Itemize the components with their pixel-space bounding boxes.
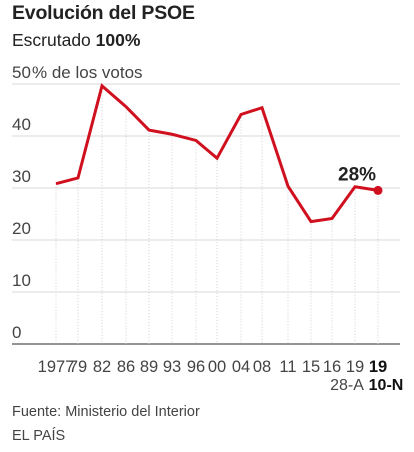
x-tick-label: 15: [302, 358, 320, 376]
publisher-name: EL PAÍS: [12, 428, 66, 444]
series-line: [55, 83, 379, 224]
x-tick-label: 00: [208, 358, 226, 376]
y-tick-label-50: 50: [12, 63, 31, 82]
x-tick-label: 79: [69, 358, 87, 376]
x-tick-label: 16: [323, 358, 341, 376]
count-percentage: 100%: [95, 30, 141, 50]
y-tick-label-20: 20: [12, 219, 31, 238]
x-tick-label: 86: [117, 358, 135, 376]
x-tick-label: 96: [187, 358, 205, 376]
count-status: Escrutado 100%: [12, 30, 140, 51]
source-note: Fuente: Ministerio del Interior: [12, 404, 200, 420]
x-tick-sublabel: 28-A: [330, 377, 364, 394]
y-tick-label-30: 30: [12, 167, 31, 186]
x-tick-label: 04: [232, 358, 250, 376]
x-tick-label: 19: [346, 358, 364, 376]
x-tick-label: 1977: [38, 358, 75, 376]
chart-title: Evolución del PSOE: [12, 2, 195, 24]
x-tick-label: 93: [163, 358, 181, 376]
y-tick-label-0: 0: [12, 323, 21, 342]
last-point: [373, 185, 383, 195]
x-tick-label: 08: [253, 358, 271, 376]
x-tick-label: 89: [140, 358, 158, 376]
x-tick-label: 11: [279, 358, 296, 376]
last-value-label: 28%: [338, 164, 376, 185]
x-tick-sublabel: 10-N: [369, 377, 404, 394]
y-tick-label-40: 40: [12, 115, 31, 134]
x-tick-label: 82: [93, 358, 111, 376]
count-label: Escrutado: [12, 30, 91, 50]
y-tick-label-10: 10: [12, 271, 31, 290]
x-tick-label: 19: [369, 358, 387, 376]
y-axis-label: % de los votos: [32, 63, 143, 82]
